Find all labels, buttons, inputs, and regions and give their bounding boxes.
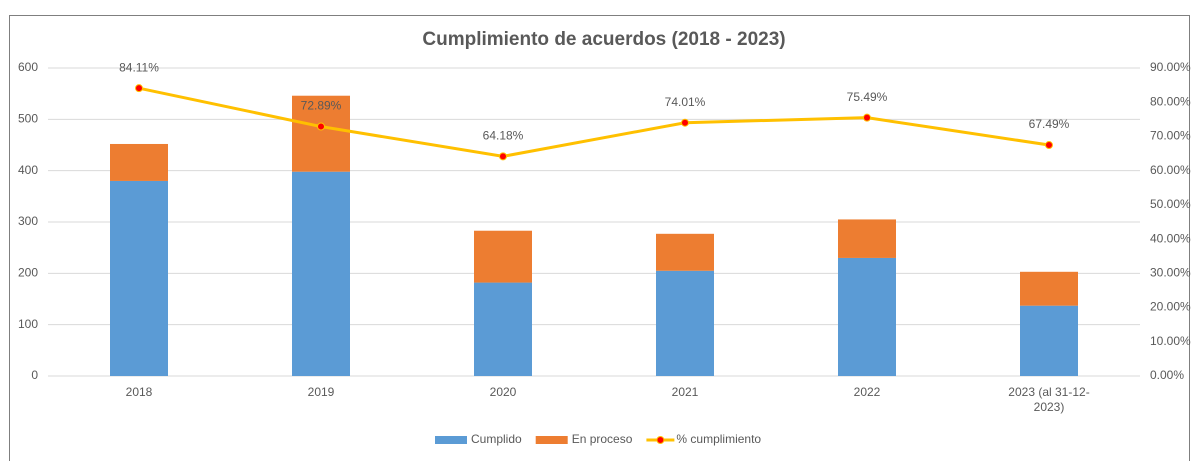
x-tick-label: 2021: [671, 385, 699, 399]
y2-tick-label: 10.00%: [1150, 334, 1191, 348]
line-marker: [681, 118, 689, 127]
x-tick-label: 2018: [125, 385, 153, 399]
y2-tick-label: 0.00%: [1150, 368, 1184, 382]
chart-title: Cumplimiento de acuerdos (2018 - 2023): [422, 29, 785, 50]
legend-swatch: [435, 436, 467, 444]
y2-tick-label: 90.00%: [1150, 60, 1191, 74]
bar-segment: [1020, 305, 1078, 376]
y2-tick-label: 70.00%: [1150, 129, 1191, 143]
y2-tick-label: 50.00%: [1150, 197, 1191, 211]
data-label: 67.49%: [1029, 117, 1070, 131]
y-tick-label: 400: [18, 163, 38, 177]
data-label: 64.18%: [483, 129, 524, 143]
data-label: 72.89%: [301, 99, 342, 113]
legend-marker: [656, 436, 665, 444]
bar-segment: [110, 143, 168, 181]
legend-label: En proceso: [572, 432, 633, 446]
line: [138, 86, 1050, 158]
chart-border: [9, 15, 1190, 461]
bar-segment: [838, 257, 896, 376]
legend-label: Cumplido: [471, 432, 522, 446]
y2-tick-label: 20.00%: [1150, 300, 1191, 314]
line-marker: [1045, 141, 1053, 150]
line-marker: [135, 84, 143, 93]
y-tick-label: 200: [18, 266, 38, 280]
y-tick-label: 300: [18, 214, 38, 228]
y2-tick-label: 40.00%: [1150, 231, 1191, 245]
y-tick-label: 600: [18, 60, 38, 74]
bar-segment: [838, 219, 896, 258]
data-label: 84.11%: [119, 60, 159, 74]
bar-segment: [474, 282, 532, 376]
line-marker: [317, 122, 325, 131]
bar-segment: [292, 171, 350, 376]
line-marker: [863, 113, 871, 122]
bar-segment: [656, 270, 714, 376]
y-tick-label: 500: [18, 112, 38, 126]
legend-swatch: [535, 436, 568, 444]
x-tick-label: 2022: [853, 385, 881, 399]
x-tick-label: 2019: [307, 385, 335, 399]
data-label: 74.01%: [665, 95, 706, 109]
y-tick-label: 0: [31, 368, 38, 382]
y2-tick-label: 60.00%: [1150, 163, 1191, 177]
x-tick-label: 2023 (al 31-12-2023): [1008, 385, 1090, 414]
x-tick-label: 2020: [489, 385, 517, 399]
bar-segment: [656, 233, 714, 271]
line-marker: [499, 152, 507, 161]
bar-segment: [474, 230, 532, 283]
data-label: 75.49%: [847, 90, 888, 104]
legend-label: % cumplimiento: [676, 432, 761, 446]
bar-segment: [1020, 271, 1078, 306]
y2-tick-label: 30.00%: [1150, 266, 1191, 280]
bar-segment: [110, 180, 168, 376]
y2-tick-label: 80.00%: [1150, 94, 1191, 108]
bar-segment: [292, 95, 350, 172]
y-tick-label: 100: [18, 317, 38, 331]
